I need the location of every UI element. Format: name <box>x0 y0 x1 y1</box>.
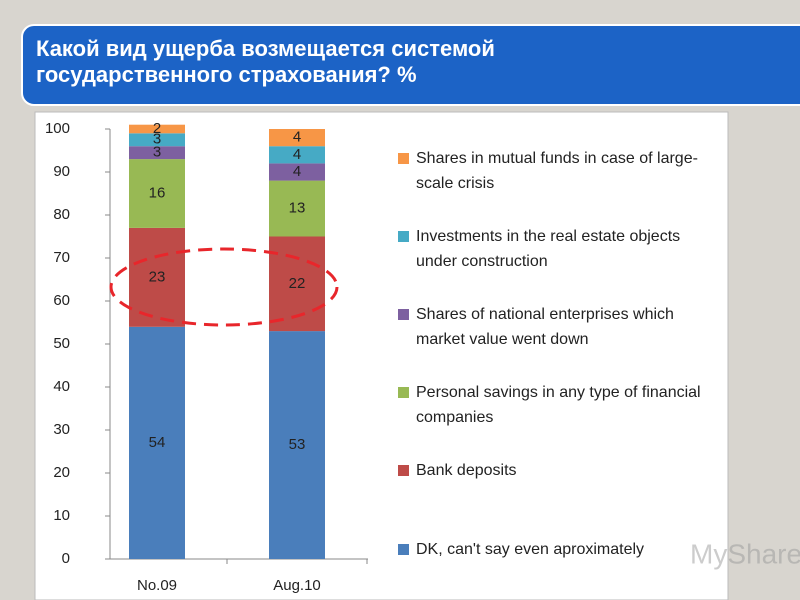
data-label: 13 <box>289 200 306 217</box>
bar-segment <box>269 331 325 559</box>
legend-swatch <box>398 153 409 164</box>
x-tick-label: No.09 <box>137 577 177 594</box>
y-tick-label: 20 <box>53 464 70 481</box>
x-tick-label: Aug.10 <box>273 577 321 594</box>
data-label: 3 <box>153 144 161 161</box>
watermark: MyShared <box>690 538 800 569</box>
legend-swatch <box>398 231 409 242</box>
bar-segment <box>129 133 185 147</box>
y-tick-label: 30 <box>53 421 70 438</box>
data-label: 53 <box>289 436 306 453</box>
data-label: 23 <box>149 268 166 285</box>
y-tick-label: 50 <box>53 335 70 352</box>
y-tick-label: 90 <box>53 163 70 180</box>
legend-label: Bank deposits <box>416 462 517 479</box>
bar-segment <box>269 146 325 164</box>
bar-segment <box>129 159 185 228</box>
legend-item: Shares in mutual funds in case of large-… <box>398 146 708 196</box>
y-tick-label: 80 <box>53 206 70 223</box>
legend-item: Shares of national enterprises which mar… <box>398 302 708 352</box>
chart-title: Какой вид ущерба возмещается системой го… <box>36 36 495 87</box>
y-tick-label: 60 <box>53 292 70 309</box>
y-tick-label: 70 <box>53 249 70 266</box>
data-label: 2 <box>153 120 161 137</box>
data-label: 3 <box>153 131 161 148</box>
highlight-ellipse <box>109 247 339 327</box>
legend-label: Shares in mutual funds in case of large-… <box>416 150 698 192</box>
y-tick-label: 10 <box>53 507 70 524</box>
bar-segment <box>129 124 185 134</box>
legend-swatch <box>398 309 409 320</box>
bar-segment <box>129 146 185 160</box>
bar-segment <box>129 227 185 327</box>
y-tick-label: 40 <box>53 378 70 395</box>
data-label: 4 <box>293 129 301 146</box>
data-label: 22 <box>289 275 306 292</box>
legend-item: DK, can't say even aproximately <box>398 537 708 562</box>
legend-swatch <box>398 465 409 476</box>
legend-item: Investments in the real estate objects u… <box>398 224 708 274</box>
bar-segment <box>269 163 325 181</box>
bar-segment <box>269 180 325 237</box>
legend-label: Shares of national enterprises which mar… <box>416 306 674 348</box>
legend-label: Investments in the real estate objects u… <box>416 228 681 270</box>
bar-segment <box>269 129 325 147</box>
y-tick-label: 0 <box>62 550 70 567</box>
title-banner <box>21 24 800 106</box>
legend-swatch <box>398 544 409 555</box>
legend-label: Personal savings in any type of financia… <box>416 384 701 426</box>
legend-swatch <box>398 387 409 398</box>
legend-item: Personal savings in any type of financia… <box>398 380 708 430</box>
y-tick-label: 100 <box>45 120 70 137</box>
data-label: 16 <box>149 184 166 201</box>
data-label: 54 <box>149 434 166 451</box>
data-label: 4 <box>293 163 301 180</box>
legend-label: DK, can't say even aproximately <box>416 541 645 558</box>
bar-segment <box>129 326 185 559</box>
data-label: 4 <box>293 146 301 163</box>
legend-item: Bank deposits <box>398 458 708 483</box>
